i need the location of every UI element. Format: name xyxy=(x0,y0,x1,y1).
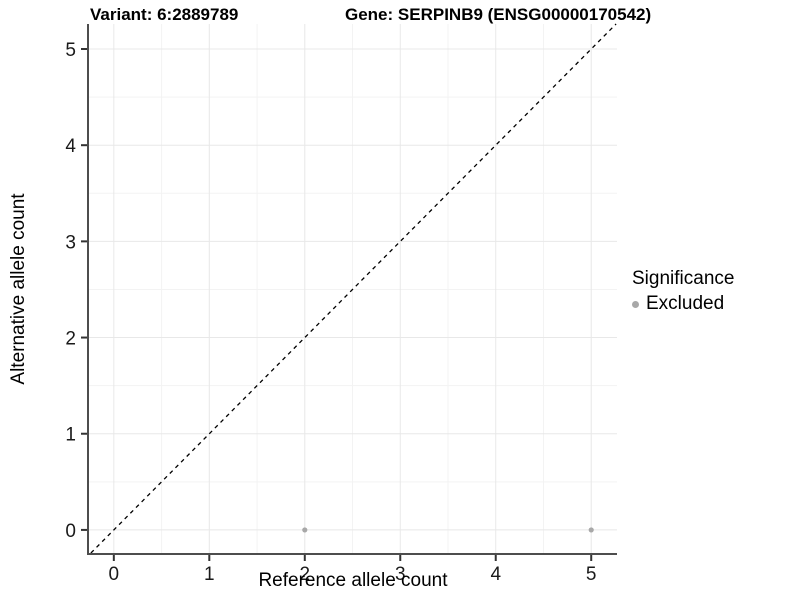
x-tick-label: 2 xyxy=(299,564,310,585)
y-tick-label: 4 xyxy=(65,136,76,157)
y-tick-label: 5 xyxy=(65,40,76,61)
x-tick-label: 4 xyxy=(490,564,501,585)
y-tick-label: 1 xyxy=(65,425,76,446)
legend-point-icon xyxy=(631,300,639,308)
x-axis-title: Reference allele count xyxy=(258,570,448,591)
plot-title-variant: Variant: 6:2889789 xyxy=(90,5,239,24)
data-point xyxy=(302,527,308,533)
legend: Significance Excluded xyxy=(631,268,735,315)
y-axis-title: Alternative allele count xyxy=(8,193,29,385)
x-tick-label: 3 xyxy=(395,564,406,585)
legend-title: Significance xyxy=(632,268,735,289)
legend-item-excluded: Excluded xyxy=(631,293,734,315)
identity-reference-line xyxy=(90,23,617,554)
plot-title-gene: Gene: SERPINB9 (ENSG00000170542) xyxy=(345,5,652,24)
x-tick-label: 1 xyxy=(204,564,215,585)
legend-item-label: Excluded xyxy=(646,293,725,314)
data-point xyxy=(588,527,594,533)
x-tick-label: 5 xyxy=(586,564,597,585)
y-tick-label: 0 xyxy=(65,521,76,542)
x-tick-label: 0 xyxy=(109,564,120,585)
legend-key xyxy=(626,295,644,313)
y-tick-label: 3 xyxy=(65,232,76,253)
y-tick-label: 2 xyxy=(65,329,76,350)
